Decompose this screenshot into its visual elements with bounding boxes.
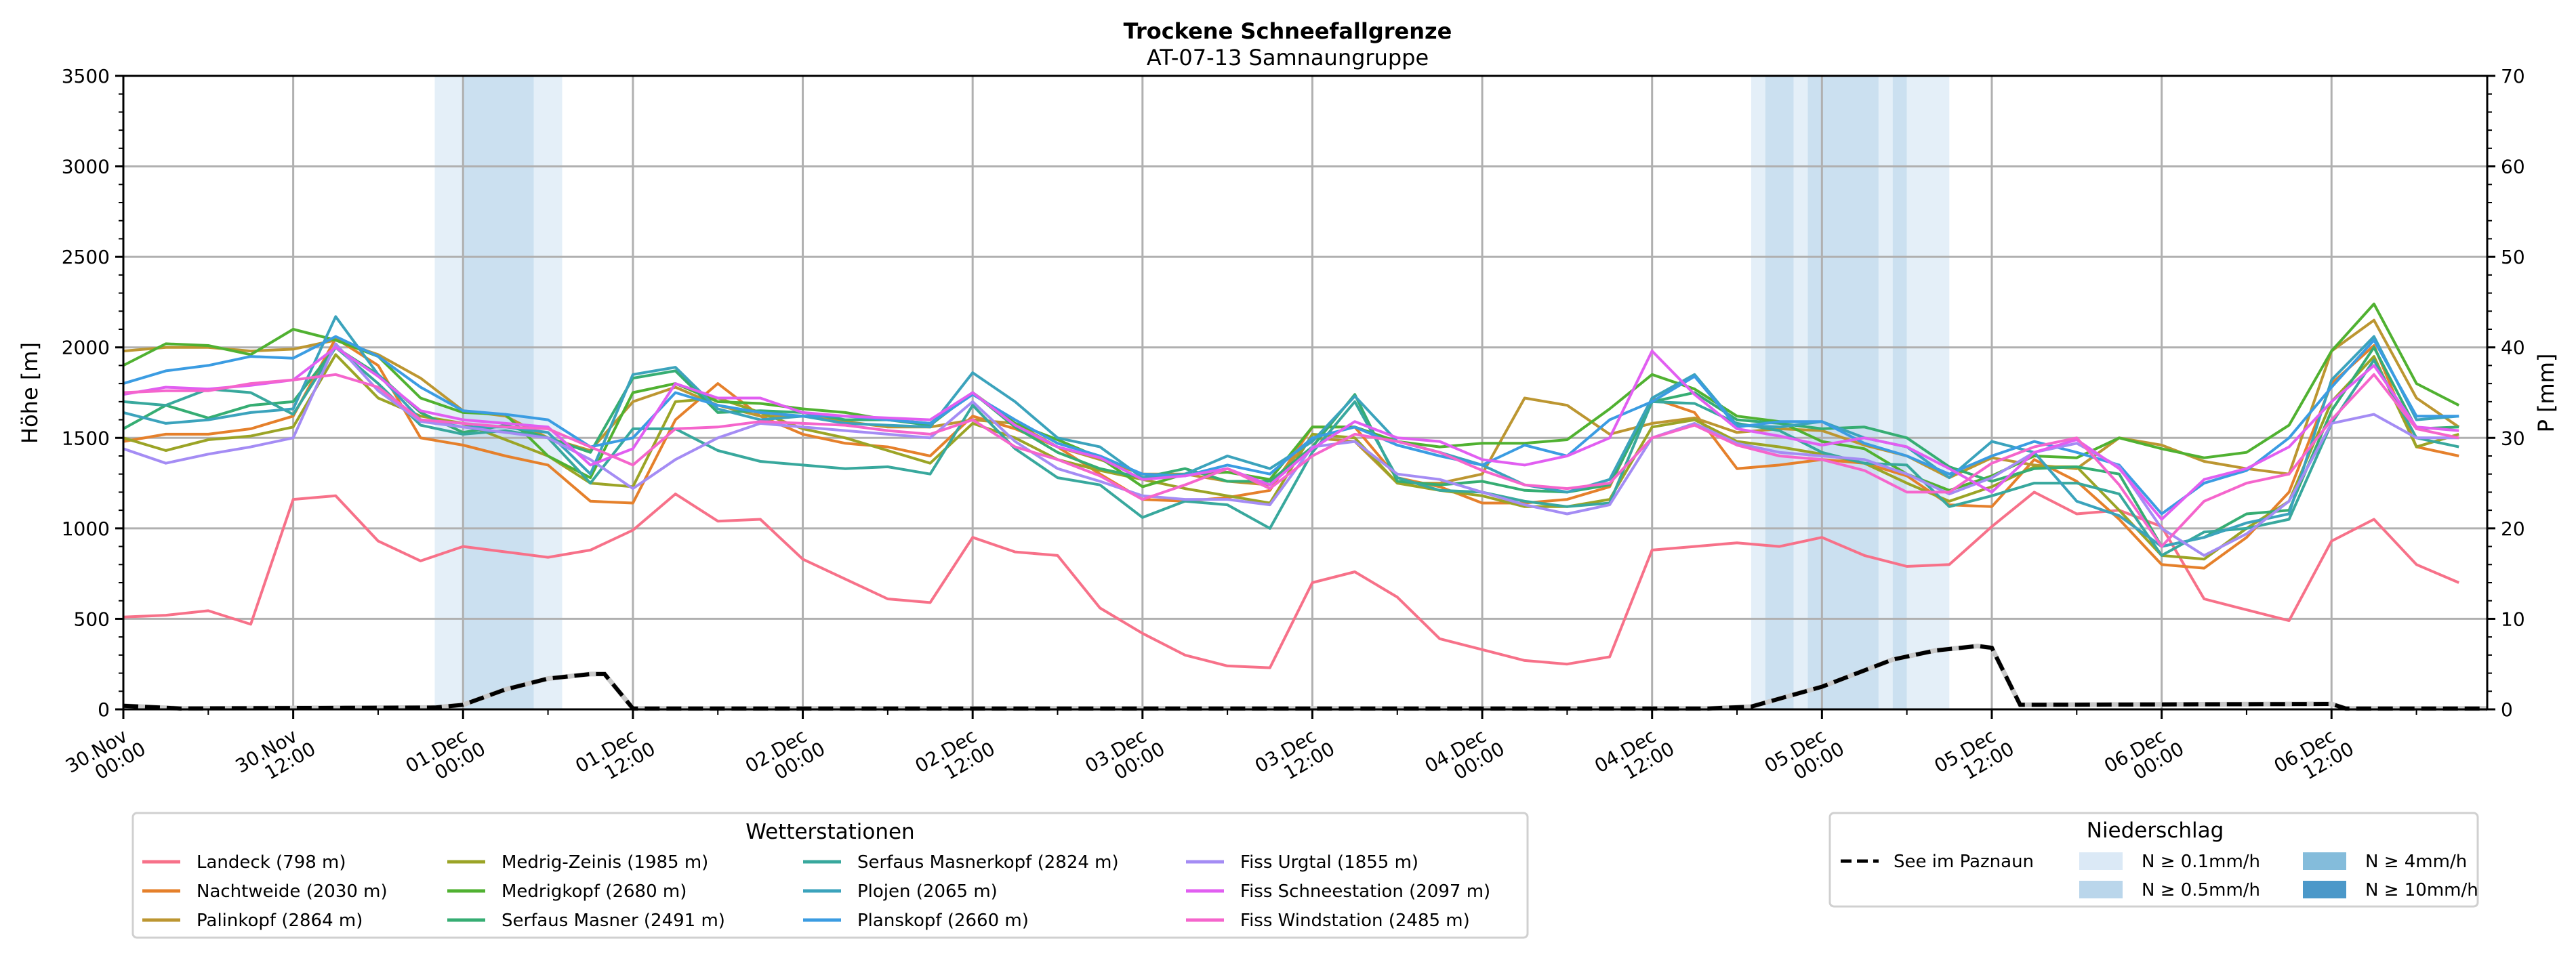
station-legend-frame [131,812,1529,939]
y-axis-label: Höhe [m] [17,342,43,444]
station-legend-label: Nachtweide (2030 m) [197,881,388,902]
y-tick-label: 0 [98,699,110,721]
series-line [123,491,2459,669]
series-line [123,342,2459,557]
precip-band [463,76,534,709]
station-lines [123,302,2460,669]
station-legend-label: Palinkopf (2864 m) [197,911,363,931]
plot-frame [122,75,2489,711]
station-legend-label: Fiss Windstation (2485 m) [1240,911,1470,931]
precip-legend-label: N ≥ 0.5mm/h [2142,880,2260,900]
precip-band [1765,76,1794,709]
y2-tick-label: 50 [2501,246,2525,268]
y-tick-label: 2500 [62,246,110,268]
y2-tick-label: 10 [2501,608,2525,630]
precip-bands [434,76,1950,709]
series-line [123,346,2459,521]
y-tick-label: 1500 [62,427,110,449]
chart-title: Trockene Schneefallgrenze [1124,18,1452,44]
station-legend-label: Plojen (2065 m) [857,881,998,902]
lake-legend-label: See im Paznaun [1894,852,2034,872]
precip-legend-swatch [2079,852,2123,870]
y2-tick-label: 70 [2501,65,2525,87]
y-tick-label: 3500 [62,65,110,87]
station-legend-label: Fiss Schneestation (2097 m) [1240,881,1490,902]
precip-legend-title: Niederschlag [2087,818,2224,843]
series-line [123,302,2460,492]
precip-band [1878,76,1893,709]
station-legend-label: Serfaus Masner (2491 m) [502,911,725,931]
precip-legend-label: N ≥ 0.1mm/h [2142,852,2260,872]
station-legend-title: Wetterstationen [745,820,914,844]
precip-legend-swatch [2303,852,2346,870]
y2-tick-label: 40 [2501,337,2525,359]
precip-band [1807,76,1879,709]
y-tick-label: 2000 [62,337,110,359]
y2-tick-label: 60 [2501,156,2525,178]
station-legend-label: Landeck (798 m) [197,852,346,873]
precip-band [1751,76,1765,709]
station-legend-label: Medrig-Zeinis (1985 m) [502,852,708,873]
series-line [123,335,2459,516]
precip-band [1906,76,1950,709]
series-line [123,373,2459,548]
series-line [123,337,2459,570]
y2-tick-label: 0 [2501,699,2513,721]
y2-tick-label: 30 [2501,427,2525,449]
y2-axis-label: P [mm] [2533,354,2559,433]
y2-tick-label: 20 [2501,518,2525,540]
series-line [123,346,2459,557]
lake-line-dashed [123,644,2487,711]
precip-legend-label: N ≥ 4mm/h [2365,852,2467,872]
precip-band [533,76,563,709]
station-legend-label: Planskopf (2660 m) [857,911,1029,931]
precip-legend-label: N ≥ 10mm/h [2365,880,2478,900]
lake-line [123,643,2487,711]
grid-lines [123,76,2487,709]
precip-legend-swatch [2079,881,2123,898]
station-legend: Wetterstationen Landeck (798 m) Nachtweid… [131,812,1529,939]
precip-band [1793,76,1808,709]
station-legend-label: Serfaus Masnerkopf (2824 m) [857,852,1119,873]
y-tick-label: 3000 [62,156,110,178]
station-legend-label: Fiss Urgtal (1855 m) [1240,852,1418,873]
precip-band [1892,76,1907,709]
axes-ticks: 0 500 1000 1500 2000 2500 3000 3500 0 10 20 30 40 50 6… [62,65,2525,784]
y-tick-label: 1000 [62,518,110,540]
station-legend-label: Medrigkopf (2680 m) [502,881,687,902]
y-tick-label: 500 [74,608,110,630]
precip-legend: Niederschlag See im Paznaun N ≥ 0.1mm/h N… [1828,812,2479,908]
precip-legend-swatch [2303,881,2346,898]
chart-subtitle: AT-07-13 Samnaungruppe [1147,45,1429,70]
